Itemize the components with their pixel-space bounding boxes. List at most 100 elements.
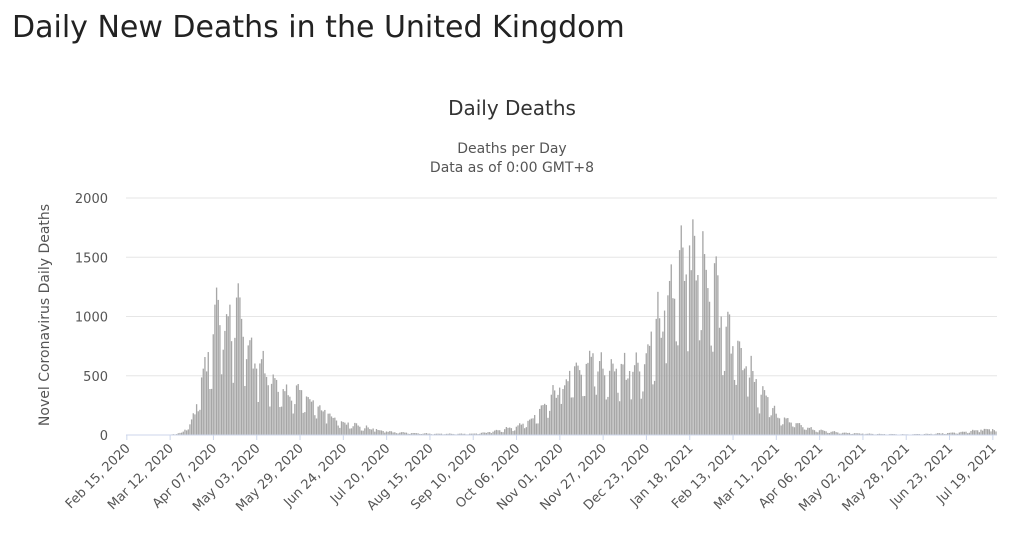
bar [915,433,917,435]
bar [285,384,288,435]
bar [380,430,383,435]
bar [610,359,612,435]
chart-subtitle-data-as-of: Data as of 0:00 GMT+8 [430,160,594,176]
bar [312,400,314,435]
bar [277,391,279,435]
bar [693,235,696,435]
bar [222,349,224,435]
bar [235,297,238,435]
bar [294,404,296,435]
bar [625,379,627,435]
bar [225,314,228,435]
bar [878,433,881,435]
bar [407,433,409,435]
bar [182,431,184,435]
bar [747,396,749,435]
bar [788,422,791,435]
bar [434,433,436,435]
bar [414,433,416,435]
bar [429,433,431,435]
bar [937,433,939,435]
bar [632,371,634,435]
bar [325,423,328,435]
bar [608,370,611,435]
bar [752,371,754,435]
bar [977,430,979,435]
bar [435,433,438,435]
bar [334,417,336,435]
bar [758,413,761,435]
bar [778,418,781,435]
bar [560,403,562,435]
bar [757,407,759,435]
bar [509,427,511,435]
bar [717,275,719,435]
bar [480,432,483,435]
bar [355,423,358,435]
bar [284,391,286,435]
bar [257,401,259,435]
bar [425,433,428,435]
bar [612,363,614,435]
bar [603,375,606,435]
bar [767,397,769,435]
bar [712,351,714,435]
bar [427,433,429,435]
bar [818,430,821,435]
bar [657,291,659,435]
bar [459,433,461,435]
bar [547,417,549,435]
bar [577,365,579,435]
bar [189,424,191,435]
y-tick-label: 1500 [75,251,108,266]
bar [845,432,847,435]
bar [683,280,686,435]
bar [469,433,471,435]
y-axis-ticks: 0 500 1000 1500 2000 [75,192,108,444]
bar [255,368,258,435]
bar [983,428,985,435]
bar [815,431,817,435]
bar [768,417,771,435]
bar [529,419,531,435]
bar [993,430,995,435]
bar [755,379,757,435]
bar [372,428,374,435]
bar [177,433,179,435]
bar [692,219,694,435]
bar [708,301,711,435]
bar [369,429,371,435]
bar [524,428,526,435]
bar [792,426,794,435]
bar [580,374,582,435]
bar [962,431,964,435]
bar [658,318,661,435]
bar [653,380,656,435]
bar [379,430,381,435]
bar [534,415,536,435]
bar [703,254,706,435]
bar [357,425,359,435]
bars [155,219,997,436]
bar [452,433,454,435]
bar [187,429,189,435]
bar [742,370,744,435]
bar [762,386,764,435]
bar [239,297,241,435]
bar [965,431,967,435]
bar [307,397,309,435]
bar [668,280,671,435]
bar [482,432,484,435]
bar [930,433,932,435]
bar [390,431,393,435]
bar [422,433,424,435]
y-tick-label: 1000 [75,311,108,326]
bar [287,395,289,435]
bar [252,368,254,435]
bar [415,433,418,435]
page-title: Daily New Deaths in the United Kingdom [12,10,625,45]
bar [300,390,303,435]
bar [395,433,398,435]
bar [813,430,816,435]
bar [627,378,629,435]
